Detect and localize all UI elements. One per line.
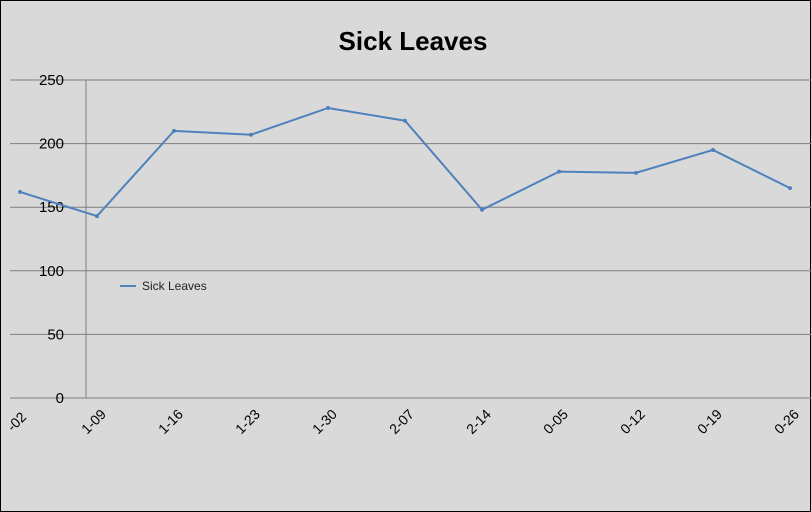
data-point	[326, 105, 330, 110]
data-point	[95, 214, 99, 219]
x-tick-label: -02	[4, 409, 30, 435]
x-tick-label: 0-12	[617, 406, 648, 437]
y-tick-label: 50	[47, 326, 64, 343]
y-tick-label: 200	[39, 136, 64, 153]
series-line	[19, 106, 791, 218]
x-axis: -02 1-09 1-16 1-23 1-30 2-07 2-14 0-05 0-12 0-19 0…	[4, 406, 803, 437]
x-tick-label: 2-14	[463, 406, 494, 437]
x-tick-label: 1-30	[309, 406, 340, 437]
data-point	[480, 207, 484, 212]
x-tick-label: 1-09	[78, 406, 109, 437]
data-point	[788, 186, 792, 191]
y-tick-label: 250	[39, 72, 64, 89]
gridlines	[10, 79, 811, 399]
y-tick-label: 0	[56, 390, 64, 407]
x-tick-label: 1-16	[155, 406, 186, 437]
data-point	[249, 132, 253, 137]
chart-title: Sick Leaves	[339, 26, 488, 56]
legend: Sick Leaves	[120, 279, 207, 293]
x-tick-label: 0-26	[771, 406, 802, 437]
data-point	[711, 147, 715, 152]
data-point	[634, 170, 638, 175]
x-tick-label: 0-05	[540, 406, 571, 437]
y-tick-label: 100	[39, 263, 64, 280]
data-point	[172, 128, 176, 133]
x-tick-label: 2-07	[386, 406, 417, 437]
data-point	[403, 118, 407, 123]
legend-label: Sick Leaves	[142, 279, 207, 293]
data-point	[18, 189, 22, 194]
series-lines	[18, 105, 792, 219]
data-point	[557, 169, 561, 174]
x-tick-label: 0-19	[694, 406, 725, 437]
x-tick-label: 1-23	[232, 406, 263, 437]
